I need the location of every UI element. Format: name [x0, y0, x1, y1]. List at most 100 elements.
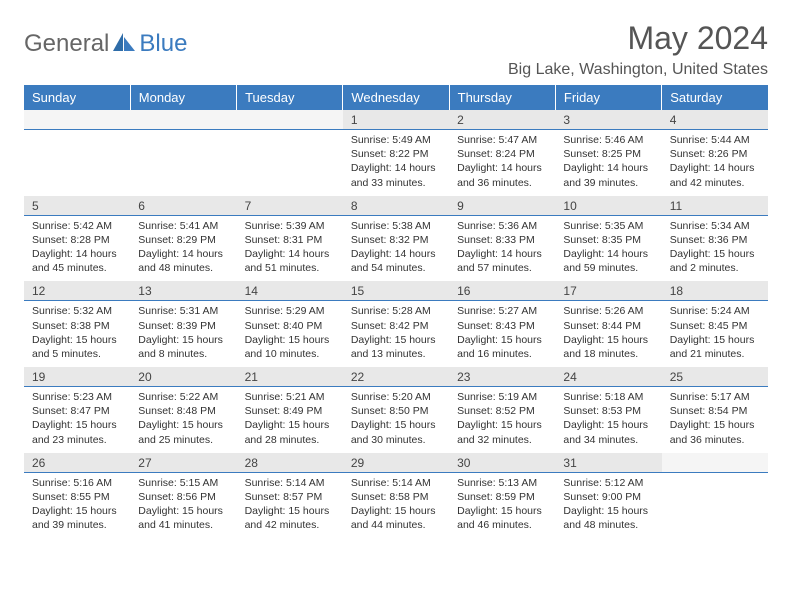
day-number-cell: 18	[662, 281, 768, 301]
sunset-text: Sunset: 8:29 PM	[138, 233, 228, 247]
day-number-cell: 19	[24, 367, 130, 387]
sunset-text: Sunset: 8:57 PM	[245, 490, 335, 504]
logo-text-blue: Blue	[139, 30, 187, 58]
daylight-text-2: and 18 minutes.	[563, 347, 653, 361]
sunrise-text: Sunrise: 5:32 AM	[32, 304, 122, 318]
sunrise-text: Sunrise: 5:29 AM	[245, 304, 335, 318]
col-saturday: Saturday	[662, 85, 768, 110]
week-1-content-row: Sunrise: 5:42 AMSunset: 8:28 PM Daylight:…	[24, 215, 768, 281]
day-number-cell: 21	[237, 367, 343, 387]
day-content-cell: Sunrise: 5:17 AMSunset: 8:54 PMDaylight:…	[662, 387, 768, 453]
page-title: May 2024	[508, 20, 768, 57]
sunrise-text: Sunrise: 5:46 AM	[563, 133, 653, 147]
daylight-text-1: Daylight: 15 hours	[32, 333, 122, 347]
sunset-text: Sunset: 8:28 PM	[32, 233, 122, 247]
sunrise-text: Sunrise: 5:19 AM	[457, 390, 547, 404]
sunset-text: Sunset: 8:42 PM	[351, 319, 441, 333]
day-content-cell	[130, 130, 236, 196]
col-sunday: Sunday	[24, 85, 130, 110]
daylight-text-1: Daylight: 14 hours	[670, 161, 760, 175]
daylight-text-1: Daylight: 15 hours	[457, 333, 547, 347]
sunrise-text: Sunrise: 5:13 AM	[457, 476, 547, 490]
week-1-daynum-row: 567891011	[24, 196, 768, 216]
daylight-text-1: Daylight: 14 hours	[245, 247, 335, 261]
sunset-text: Sunset: 8:40 PM	[245, 319, 335, 333]
daylight-text-2: and 36 minutes.	[457, 176, 547, 190]
sunrise-text: Sunrise: 5:28 AM	[351, 304, 441, 318]
day-number-cell: 17	[555, 281, 661, 301]
sunrise-text: Sunrise: 5:34 AM	[670, 219, 760, 233]
sunset-text: Sunset: 8:55 PM	[32, 490, 122, 504]
daylight-text-1: Daylight: 15 hours	[138, 504, 228, 518]
daylight-text-2: and 57 minutes.	[457, 261, 547, 275]
sunset-text: Sunset: 8:24 PM	[457, 147, 547, 161]
daylight-text-2: and 44 minutes.	[351, 518, 441, 532]
sunrise-text: Sunrise: 5:47 AM	[457, 133, 547, 147]
daylight-text-2: and 59 minutes.	[563, 261, 653, 275]
col-thursday: Thursday	[449, 85, 555, 110]
daylight-text-2: and 41 minutes.	[138, 518, 228, 532]
daylight-text-2: and 21 minutes.	[670, 347, 760, 361]
sunrise-text: Sunrise: 5:16 AM	[32, 476, 122, 490]
location-text: Big Lake, Washington, United States	[508, 61, 768, 79]
day-content-cell: Sunrise: 5:31 AMSunset: 8:39 PMDaylight:…	[130, 301, 236, 367]
day-header-row: Sunday Monday Tuesday Wednesday Thursday…	[24, 85, 768, 110]
day-number-cell: 26	[24, 453, 130, 473]
daylight-text-2: and 42 minutes.	[670, 176, 760, 190]
day-content-cell: Sunrise: 5:38 AMSunset: 8:32 PMDaylight:…	[343, 215, 449, 281]
daylight-text-2: and 48 minutes.	[138, 261, 228, 275]
logo-sail-icon	[113, 30, 135, 58]
day-number-cell: 20	[130, 367, 236, 387]
col-tuesday: Tuesday	[237, 85, 343, 110]
day-number-cell	[24, 110, 130, 130]
sunset-text: Sunset: 8:32 PM	[351, 233, 441, 247]
daylight-text-1: Daylight: 15 hours	[457, 418, 547, 432]
sunrise-text: Sunrise: 5:27 AM	[457, 304, 547, 318]
day-number-cell: 10	[555, 196, 661, 216]
day-number-cell: 9	[449, 196, 555, 216]
col-monday: Monday	[130, 85, 236, 110]
day-content-cell: Sunrise: 5:34 AMSunset: 8:36 PMDaylight:…	[662, 215, 768, 281]
day-content-cell: Sunrise: 5:36 AMSunset: 8:33 PMDaylight:…	[449, 215, 555, 281]
day-number-cell: 29	[343, 453, 449, 473]
daylight-text-1: Daylight: 14 hours	[457, 247, 547, 261]
day-number-cell: 28	[237, 453, 343, 473]
daylight-text-2: and 13 minutes.	[351, 347, 441, 361]
day-number-cell: 1	[343, 110, 449, 130]
logo: GeneralBlue	[24, 30, 187, 58]
day-content-cell: Sunrise: 5:22 AMSunset: 8:48 PMDaylight:…	[130, 387, 236, 453]
day-content-cell: Sunrise: 5:21 AMSunset: 8:49 PMDaylight:…	[237, 387, 343, 453]
sunset-text: Sunset: 8:33 PM	[457, 233, 547, 247]
day-content-cell: Sunrise: 5:24 AMSunset: 8:45 PMDaylight:…	[662, 301, 768, 367]
sunset-text: Sunset: 8:25 PM	[563, 147, 653, 161]
week-2-daynum-row: 12131415161718	[24, 281, 768, 301]
daylight-text-1: Daylight: 15 hours	[245, 418, 335, 432]
daylight-text-2: and 10 minutes.	[245, 347, 335, 361]
daylight-text-1: Daylight: 15 hours	[670, 418, 760, 432]
day-content-cell	[237, 130, 343, 196]
daylight-text-2: and 34 minutes.	[563, 433, 653, 447]
col-wednesday: Wednesday	[343, 85, 449, 110]
sunset-text: Sunset: 8:53 PM	[563, 404, 653, 418]
daylight-text-1: Daylight: 15 hours	[563, 333, 653, 347]
sunrise-text: Sunrise: 5:38 AM	[351, 219, 441, 233]
day-number-cell: 7	[237, 196, 343, 216]
day-content-cell: Sunrise: 5:13 AMSunset: 8:59 PMDaylight:…	[449, 472, 555, 538]
sunrise-text: Sunrise: 5:41 AM	[138, 219, 228, 233]
day-number-cell: 5	[24, 196, 130, 216]
daylight-text-1: Daylight: 14 hours	[457, 161, 547, 175]
sunset-text: Sunset: 8:31 PM	[245, 233, 335, 247]
day-number-cell: 2	[449, 110, 555, 130]
daylight-text-2: and 16 minutes.	[457, 347, 547, 361]
daylight-text-1: Daylight: 15 hours	[457, 504, 547, 518]
week-3-daynum-row: 19202122232425	[24, 367, 768, 387]
daylight-text-2: and 28 minutes.	[245, 433, 335, 447]
day-number-cell: 14	[237, 281, 343, 301]
day-content-cell: Sunrise: 5:20 AMSunset: 8:50 PMDaylight:…	[343, 387, 449, 453]
sunrise-text: Sunrise: 5:42 AM	[32, 219, 122, 233]
day-number-cell: 15	[343, 281, 449, 301]
day-number-cell: 27	[130, 453, 236, 473]
daylight-text-1: Daylight: 15 hours	[563, 504, 653, 518]
sunrise-text: Sunrise: 5:39 AM	[245, 219, 335, 233]
day-content-cell	[24, 130, 130, 196]
